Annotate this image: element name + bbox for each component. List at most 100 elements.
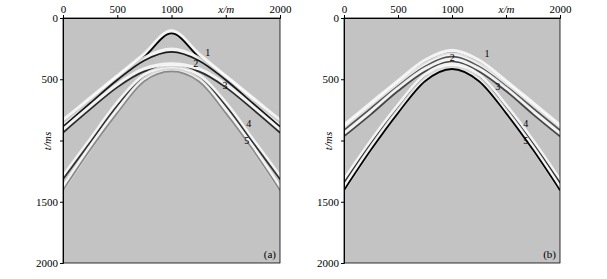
y-tick-mark xyxy=(60,202,63,203)
x-tick: x/m xyxy=(498,3,515,18)
y-tick-mark xyxy=(60,18,63,19)
y-tick: 0 xyxy=(53,12,64,24)
plot-background xyxy=(344,18,560,263)
x-tick: 1000 xyxy=(161,3,184,18)
event-line xyxy=(344,69,560,190)
y-tick-label: 1500 xyxy=(36,196,59,208)
x-tick-label: 1000 xyxy=(161,3,184,15)
event-label: 1 xyxy=(484,48,489,59)
x-axis: 0 500 1000 x/m 2000 xyxy=(342,3,572,19)
event-line xyxy=(63,71,280,190)
y-tick-mark xyxy=(341,141,344,142)
y-tick: 1500 xyxy=(317,196,344,208)
figure: 05001000x/m20000500t/ms1500200012345(a)0… xyxy=(0,0,607,279)
event-halo xyxy=(344,60,560,135)
event-halo xyxy=(63,31,280,120)
event-label: 3 xyxy=(495,81,500,92)
y-tick-label: 1500 xyxy=(317,196,340,208)
event-halo xyxy=(344,67,560,188)
x-tick: 2000 xyxy=(270,3,293,18)
x-axis-line xyxy=(345,15,561,19)
y-tick-label: 2000 xyxy=(317,257,340,269)
y-axis: 0 500 t/ms 1500 2000 xyxy=(317,12,345,269)
x-tick-mark xyxy=(226,15,227,18)
x-tick-label: 2000 xyxy=(270,3,293,15)
event-label: 5 xyxy=(523,135,528,146)
event-halo xyxy=(63,67,280,177)
y-tick-label: t/ms xyxy=(41,132,53,150)
x-tick: 500 xyxy=(110,3,127,18)
event-line xyxy=(344,62,560,137)
plot-frame xyxy=(63,18,280,263)
panel-label: (b) xyxy=(543,248,556,261)
y-tick-mark xyxy=(60,141,63,142)
y-tick: 500 xyxy=(323,73,345,85)
event-line xyxy=(63,33,280,122)
y-tick-label: t/ms xyxy=(322,132,334,150)
x-tick-label: 500 xyxy=(390,3,407,15)
events xyxy=(63,31,280,190)
y-tick-mark xyxy=(60,79,63,80)
y-axis: 0 500 t/ms 1500 2000 xyxy=(36,12,64,269)
panel: 0 500 1000 x/m 2000 0 500 t/ms 1500 2000 12 3 4 5 (a) xyxy=(36,3,292,269)
y-tick: 2000 xyxy=(36,257,63,269)
event-label: 2 xyxy=(450,52,455,63)
y-tick: 500 xyxy=(42,73,64,85)
x-tick-label: 1000 xyxy=(442,3,465,15)
event-line xyxy=(344,67,560,183)
y-tick-mark xyxy=(341,202,344,203)
y-tick-mark xyxy=(60,263,63,264)
x-tick-mark xyxy=(280,15,281,18)
event-halo xyxy=(344,65,560,181)
y-tick: 1500 xyxy=(36,196,63,208)
y-axis-line xyxy=(341,19,345,264)
x-tick: 0 xyxy=(342,3,348,18)
y-tick-mark xyxy=(341,18,344,19)
event-halo xyxy=(63,69,280,188)
event-label: 1 xyxy=(205,47,210,58)
event-label: 2 xyxy=(193,58,198,69)
x-tick: 2000 xyxy=(550,3,573,18)
x-tick-mark xyxy=(172,15,173,18)
y-tick-label: 500 xyxy=(42,73,59,85)
x-tick: x/m xyxy=(217,3,234,18)
x-tick-label: 500 xyxy=(110,3,127,15)
event-line xyxy=(63,67,280,133)
y-tick: t/ms xyxy=(41,132,63,150)
y-tick: 2000 xyxy=(317,257,344,269)
x-axis: 0 500 1000 x/m 2000 xyxy=(61,3,292,19)
events xyxy=(344,51,560,190)
y-axis-line xyxy=(60,19,64,264)
x-tick-mark xyxy=(344,15,345,18)
x-axis-line xyxy=(64,15,281,19)
x-tick-label: x/m xyxy=(217,3,234,15)
y-tick-label: 0 xyxy=(334,12,340,24)
x-tick-mark xyxy=(63,15,64,18)
event-label: 4 xyxy=(523,118,528,129)
event-label: 5 xyxy=(244,135,249,146)
y-tick-mark xyxy=(341,79,344,80)
x-tick-label: 0 xyxy=(342,3,348,15)
x-tick-mark xyxy=(398,15,399,18)
x-tick-label: 2000 xyxy=(550,3,573,15)
plot-background xyxy=(63,18,280,263)
x-tick-mark xyxy=(452,15,453,18)
y-tick: 0 xyxy=(334,12,345,24)
x-tick: 1000 xyxy=(442,3,465,18)
x-tick-mark xyxy=(117,15,118,18)
x-tick-label: 0 xyxy=(61,3,67,15)
x-tick-mark xyxy=(506,15,507,18)
event-label: 4 xyxy=(246,118,251,129)
y-tick-label: 2000 xyxy=(36,257,59,269)
event-halo xyxy=(63,65,280,131)
x-tick: 0 xyxy=(61,3,67,18)
x-tick: 500 xyxy=(390,3,407,18)
event-halo xyxy=(63,50,280,125)
x-tick-label: x/m xyxy=(498,3,515,15)
y-tick: t/ms xyxy=(322,132,344,150)
event-halo xyxy=(344,51,560,126)
event-label: 3 xyxy=(222,80,227,91)
x-tick-mark xyxy=(560,15,561,18)
event-line xyxy=(63,69,280,179)
panel-label: (a) xyxy=(264,248,277,261)
